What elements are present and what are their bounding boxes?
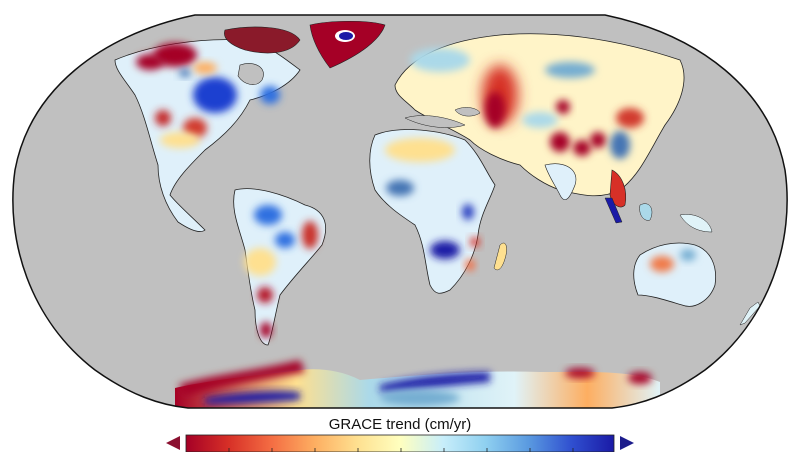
new-zealand <box>739 301 761 326</box>
greenland <box>309 20 386 69</box>
colorbar-ticks <box>228 448 574 452</box>
hudson-bay <box>237 63 264 85</box>
world-map <box>12 14 788 409</box>
india <box>544 163 577 200</box>
madagascar <box>493 242 507 271</box>
colorbar-max-arrow-icon <box>620 436 634 450</box>
new-guinea <box>679 214 713 233</box>
map-border <box>12 14 788 409</box>
colorbar <box>166 434 634 452</box>
south-america <box>233 188 326 346</box>
sumatra <box>604 197 623 224</box>
canadian-arctic <box>224 26 301 54</box>
colorbar-title: GRACE trend (cm/yr) <box>328 416 472 433</box>
eurasia <box>394 33 685 197</box>
africa <box>369 129 496 294</box>
australia <box>633 242 717 307</box>
mediterranean <box>404 115 466 128</box>
north-america <box>114 39 301 232</box>
colorbar-min-arrow-icon <box>166 436 180 450</box>
black-sea <box>454 107 481 117</box>
colorbar-gradient <box>185 434 615 452</box>
borneo <box>639 203 653 221</box>
